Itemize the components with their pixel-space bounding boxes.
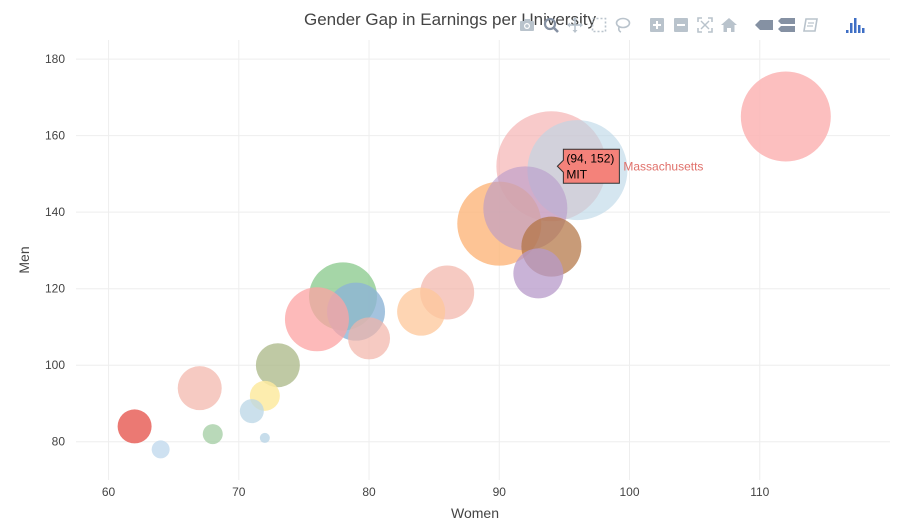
hover-trace-name: Massachusetts <box>623 159 703 173</box>
bubble-point[interactable] <box>397 287 446 336</box>
reset-axes-icon[interactable] <box>718 14 740 36</box>
x-tick-label: 90 <box>493 485 507 499</box>
x-tick-label: 60 <box>102 485 116 499</box>
x-tick-label: 80 <box>362 485 376 499</box>
hover-point-name: MIT <box>566 167 587 181</box>
y-axis-ticks: 80 100 120 140 160 180 <box>45 52 65 449</box>
y-tick-label: 100 <box>45 358 65 372</box>
hover-tooltip: (94, 152) MIT Massachusetts <box>556 148 703 184</box>
y-tick-label: 140 <box>45 205 65 219</box>
spike-lines-icon[interactable] <box>752 14 774 36</box>
x-tick-label: 110 <box>750 485 769 499</box>
bubble-point[interactable] <box>151 440 170 459</box>
compare-hover-icon[interactable] <box>776 14 798 36</box>
x-axis-title: Women <box>451 505 499 521</box>
y-axis-title: Men <box>16 246 32 273</box>
bubble-point[interactable] <box>513 248 564 299</box>
bubbles <box>117 71 831 459</box>
closest-hover-icon[interactable] <box>800 14 822 36</box>
autoscale-icon[interactable] <box>694 14 716 36</box>
bubble-point[interactable] <box>117 409 152 444</box>
camera-icon[interactable] <box>516 14 538 36</box>
zoom-icon[interactable] <box>540 14 562 36</box>
bubble-point[interactable] <box>255 343 300 388</box>
bubble-point[interactable] <box>239 399 264 424</box>
zoom-in-icon[interactable] <box>646 14 668 36</box>
zoom-out-icon[interactable] <box>670 14 692 36</box>
modebar <box>516 14 868 36</box>
bubble-point[interactable] <box>259 432 270 443</box>
x-axis-ticks: 60 70 80 90 100 110 <box>102 485 770 499</box>
hover-coords: (94, 152) <box>566 151 614 165</box>
y-tick-label: 180 <box>45 52 65 66</box>
plotly-logo-icon[interactable] <box>844 14 866 36</box>
x-tick-label: 70 <box>232 485 246 499</box>
pan-icon[interactable] <box>564 14 586 36</box>
bubble-point[interactable] <box>202 424 223 445</box>
bubble-point[interactable] <box>177 366 222 411</box>
x-tick-label: 100 <box>620 485 640 499</box>
y-tick-label: 80 <box>52 435 66 449</box>
bubble-point[interactable] <box>740 71 831 162</box>
bubble-point[interactable] <box>348 317 391 360</box>
y-tick-label: 120 <box>45 282 65 296</box>
y-tick-label: 160 <box>45 129 65 143</box>
bubble-point[interactable] <box>284 287 349 352</box>
lasso-icon[interactable] <box>612 14 634 36</box>
box-select-icon[interactable] <box>588 14 610 36</box>
hover-box <box>556 148 620 184</box>
